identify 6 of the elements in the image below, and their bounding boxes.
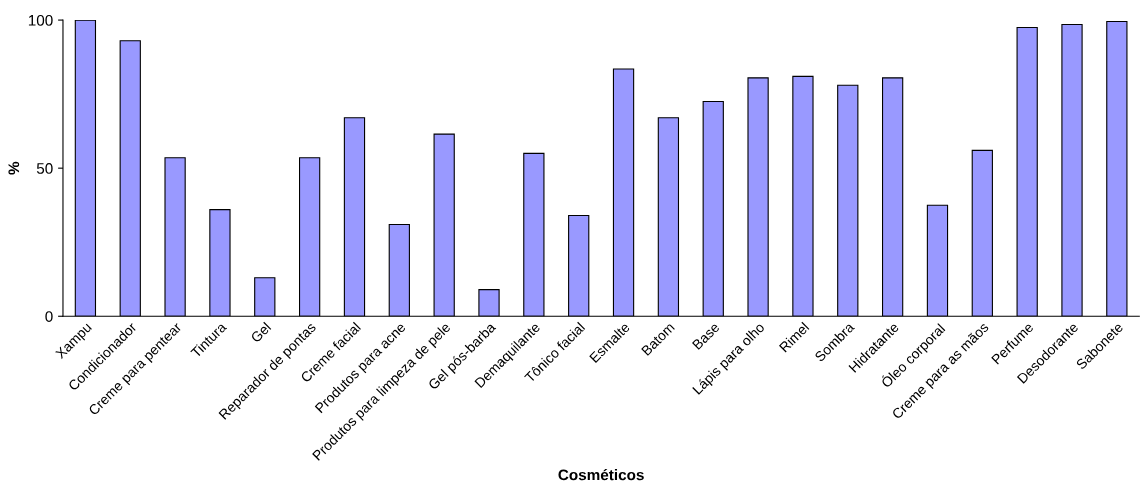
y-tick-label: 100 (28, 14, 53, 26)
y-tick-label: 50 (36, 163, 53, 174)
x-axis-title: Cosméticos (558, 468, 644, 481)
y-axis-title: % (8, 161, 20, 175)
x-tick-label: Gel (249, 321, 272, 344)
y-tick-label: 0 (45, 311, 53, 322)
